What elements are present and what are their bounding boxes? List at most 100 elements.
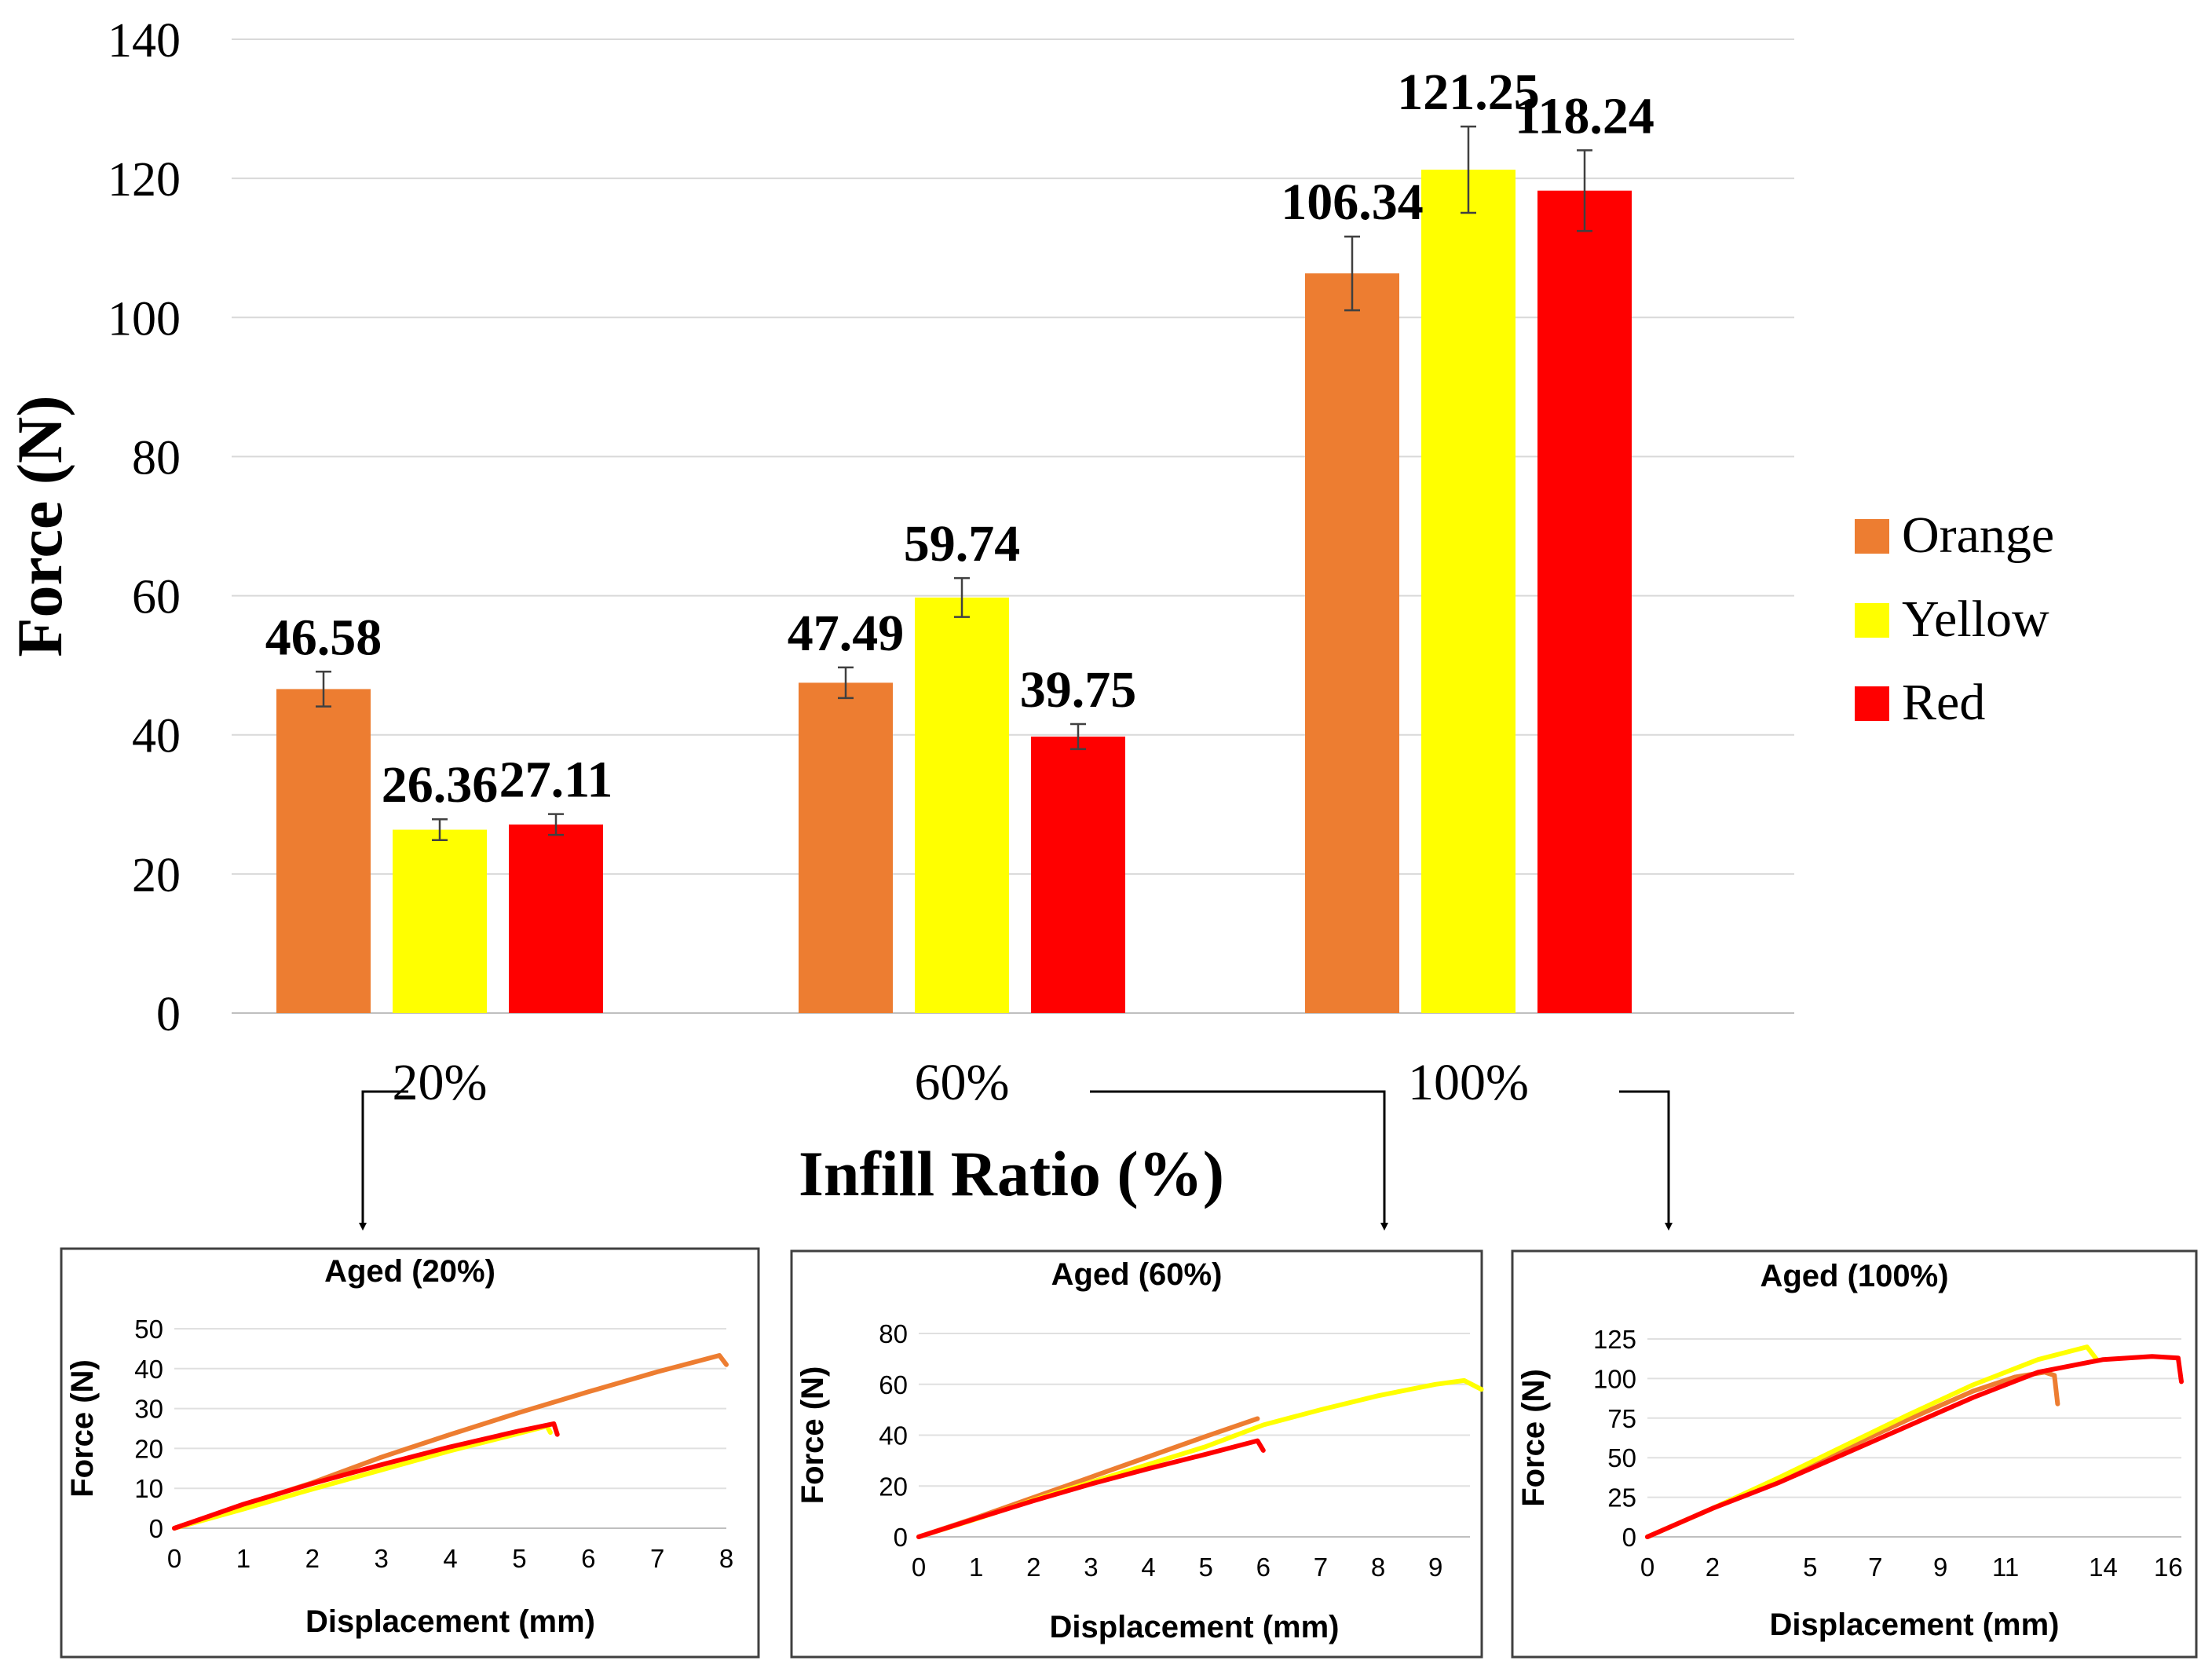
inset-title: Aged (100%) <box>1760 1259 1948 1293</box>
inset-y-tick-label: 60 <box>879 1370 908 1399</box>
data-label: 26.36 <box>382 756 499 814</box>
bar-orange-60 <box>799 682 893 1013</box>
inset-x-tick-label: 0 <box>912 1553 926 1582</box>
inset-y-axis-label: Force (N) <box>65 1359 100 1498</box>
error-bar <box>548 813 564 836</box>
inset-x-tick-label: 5 <box>1198 1553 1212 1582</box>
error-bar <box>1070 722 1086 751</box>
main-y-tick-label: 0 <box>156 988 181 1041</box>
inset-x-tick-label: 4 <box>443 1544 457 1573</box>
inset-x-tick-label: 7 <box>650 1544 664 1573</box>
inset-y-tick-label: 0 <box>894 1523 908 1552</box>
inset-x-axis-label: Displacement (mm) <box>305 1604 595 1639</box>
data-label: 59.74 <box>904 515 1021 572</box>
inset-panel-aged-60: Aged (60%) 0 20 40 60 80 0 1 2 3 4 5 6 7 8 9 Displacemen… <box>790 1249 1484 1659</box>
main-y-tick-label: 120 <box>108 153 181 207</box>
inset-y-tick-label: 40 <box>134 1355 163 1384</box>
bar-red-60 <box>1031 736 1125 1013</box>
inset-y-tick-label: 40 <box>879 1421 908 1450</box>
bar-orange-100 <box>1305 273 1399 1013</box>
main-data-labels: 46.58 26.36 27.11 47.49 59.74 39.75 106.34 121.… <box>265 64 1654 814</box>
main-y-axis-label: Force (N) <box>4 395 75 657</box>
main-bars <box>276 170 1632 1014</box>
connector-arrows <box>359 1090 1673 1231</box>
legend-swatch <box>1855 519 1889 554</box>
inset-x-tick-label: 1 <box>969 1553 983 1582</box>
inset-x-tick-label: 1 <box>236 1544 250 1573</box>
main-legend: Orange Yellow Red <box>1855 507 2054 731</box>
inset-title: Aged (20%) <box>324 1254 495 1289</box>
arrow-20-to-panel <box>359 1090 408 1231</box>
legend-label: Orange <box>1902 507 2054 564</box>
inset-y-tick-label: 10 <box>134 1474 163 1503</box>
data-label: 47.49 <box>788 605 905 662</box>
main-x-tick-label: 60% <box>915 1054 1010 1111</box>
main-bar-chart: 0 20 40 60 80 100 120 140 46.58 26.36 27.11 47.49 5… <box>4 14 2054 1209</box>
legend-label: Red <box>1902 674 1985 731</box>
bar-yellow-60 <box>915 597 1009 1013</box>
inset-x-tick-label: 5 <box>1803 1553 1817 1582</box>
data-label: 46.58 <box>265 609 382 666</box>
inset-y-tick-label: 0 <box>1622 1523 1636 1552</box>
inset-x-tick-label: 9 <box>1933 1553 1947 1582</box>
inset-x-tick-label: 16 <box>2154 1553 2183 1582</box>
inset-y-tick-label: 20 <box>879 1472 908 1501</box>
data-label: 106.34 <box>1281 174 1424 231</box>
main-gridlines <box>232 38 1794 1014</box>
legend-item-yellow: Yellow <box>1855 591 2049 648</box>
inset-x-tick-label: 7 <box>1868 1553 1882 1582</box>
inset-y-tick-label: 20 <box>134 1434 163 1463</box>
main-y-tick-label: 80 <box>132 431 181 485</box>
error-bar <box>316 671 331 708</box>
inset-x-tick-label: 0 <box>1640 1553 1654 1582</box>
inset-x-tick-label: 2 <box>1026 1553 1040 1582</box>
inset-frame <box>1511 1249 2198 1659</box>
inset-x-tick-label: 9 <box>1428 1553 1442 1582</box>
main-x-tick-label: 20% <box>393 1054 488 1111</box>
error-bar <box>1344 235 1360 312</box>
bar-yellow-100 <box>1421 170 1515 1014</box>
legend-swatch <box>1855 686 1889 721</box>
inset-x-tick-label: 3 <box>374 1544 388 1573</box>
inset-frame <box>790 1249 1483 1659</box>
inset-x-tick-label: 2 <box>305 1544 320 1573</box>
curve-red <box>172 1421 560 1531</box>
inset-x-axis-label: Displacement (mm) <box>1770 1608 2060 1642</box>
inset-x-tick-label: 3 <box>1084 1553 1098 1582</box>
inset-y-tick-label: 25 <box>1607 1483 1636 1513</box>
inset-y-tick-label: 125 <box>1593 1325 1636 1354</box>
inset-x-tick-label: 14 <box>2089 1553 2118 1582</box>
inset-panel-aged-20: Aged (20%) 0 10 20 30 40 50 0 1 2 3 4 5 6 7 8 Displaceme… <box>60 1247 760 1659</box>
bar-yellow-20 <box>393 829 487 1013</box>
inset-x-tick-label: 5 <box>512 1544 526 1573</box>
data-label: 27.11 <box>499 752 613 809</box>
main-y-tick-label: 40 <box>132 710 181 763</box>
inset-x-tick-label: 8 <box>1371 1553 1385 1582</box>
inset-x-tick-label: 4 <box>1141 1553 1155 1582</box>
main-y-tick-label: 140 <box>108 14 181 68</box>
inset-x-tick-label: 7 <box>1314 1553 1328 1582</box>
bar-red-100 <box>1537 190 1632 1013</box>
inset-x-tick-label: 8 <box>719 1544 733 1573</box>
main-y-tick-labels: 0 20 40 60 80 100 120 140 <box>108 14 181 1041</box>
legend-item-orange: Orange <box>1855 507 2054 564</box>
data-label: 121.25 <box>1397 64 1540 121</box>
main-x-tick-label: 100% <box>1408 1054 1529 1111</box>
inset-x-tick-label: 0 <box>167 1544 181 1573</box>
inset-y-tick-label: 100 <box>1593 1364 1636 1393</box>
main-x-axis-label: Infill Ratio (%) <box>799 1138 1224 1209</box>
error-bar <box>432 818 448 842</box>
main-x-tick-labels: 20% 60% 100% <box>393 1054 1529 1111</box>
inset-y-tick-label: 75 <box>1607 1404 1636 1433</box>
data-label: 118.24 <box>1515 87 1654 144</box>
error-bar <box>1461 125 1476 214</box>
inset-y-axis-label: Force (N) <box>795 1366 830 1505</box>
legend-item-red: Red <box>1855 674 1985 731</box>
arrow-60-to-panel <box>1090 1090 1388 1231</box>
inset-y-tick-label: 50 <box>1607 1443 1636 1472</box>
error-bar <box>1577 149 1592 232</box>
legend-swatch <box>1855 603 1889 638</box>
inset-x-axis-label: Displacement (mm) <box>1050 1610 1340 1644</box>
